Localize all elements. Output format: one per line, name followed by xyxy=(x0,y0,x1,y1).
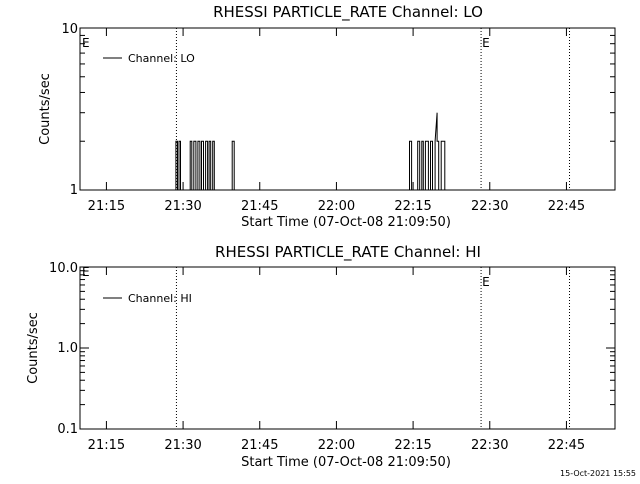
x-tick-label: 21:15 xyxy=(88,438,125,453)
event-lines-lo: E xyxy=(175,28,571,190)
panel-lo: RHESSI PARTICLE_RATE Channel: LO Counts/… xyxy=(38,3,616,230)
x-tick-label: 21:30 xyxy=(164,199,201,214)
y-tick-label-hi-1: 1.0 xyxy=(57,341,78,356)
y-tick-label-hi-10: 10.0 xyxy=(49,261,78,276)
x-tick-label: 22:15 xyxy=(394,199,431,214)
x-ticks-hi: 21:15 21:30 21:45 22:00 22:15 22:30 22:45 xyxy=(80,267,615,453)
x-tick-label: 22:00 xyxy=(318,438,355,453)
x-tick-label: 22:30 xyxy=(471,199,508,214)
x-tick-label: 21:45 xyxy=(241,199,278,214)
event-label: E xyxy=(482,36,490,50)
legend-label-hi: Channel: HI xyxy=(128,292,192,305)
panel-hi: RHESSI PARTICLE_RATE Channel: HI Counts/… xyxy=(26,243,616,470)
x-tick-label: 22:45 xyxy=(548,199,585,214)
y-tick-label-lo-1: 1 xyxy=(70,183,78,198)
chart-title-lo: RHESSI PARTICLE_RATE Channel: LO xyxy=(213,3,483,22)
event-marker-left-hi: E xyxy=(82,265,90,279)
x-tick-label: 21:15 xyxy=(88,199,125,214)
timestamp-footer: 15-Oct-2021 15:55 xyxy=(560,469,636,478)
x-tick-label: 22:30 xyxy=(471,438,508,453)
x-tick-label: 22:00 xyxy=(318,199,355,214)
y-tick-label-lo-10: 10 xyxy=(61,22,78,37)
x-tick-label: 21:45 xyxy=(241,438,278,453)
x-axis-label-lo: Start Time (07-Oct-08 21:09:50) xyxy=(241,215,451,230)
y-axis-label-lo: Counts/sec xyxy=(38,73,53,145)
event-marker-left-lo: E xyxy=(82,36,90,50)
y-tick-label-hi-01: 0.1 xyxy=(57,422,78,437)
x-tick-label: 22:15 xyxy=(394,438,431,453)
legend-label-lo: Channel: LO xyxy=(128,52,195,65)
event-lines-hi: E xyxy=(175,267,571,429)
x-axis-label-hi: Start Time (07-Oct-08 21:09:50) xyxy=(241,455,451,470)
x-tick-label: 21:30 xyxy=(164,438,201,453)
y-axis-label-hi: Counts/sec xyxy=(26,312,41,384)
chart-title-hi: RHESSI PARTICLE_RATE Channel: HI xyxy=(215,243,481,262)
series-line-lo xyxy=(175,112,447,191)
x-ticks-lo: 21:15 21:30 21:45 22:00 22:15 22:30 22:45 xyxy=(80,28,615,214)
event-label: E xyxy=(482,275,490,289)
x-tick-label: 22:45 xyxy=(548,438,585,453)
